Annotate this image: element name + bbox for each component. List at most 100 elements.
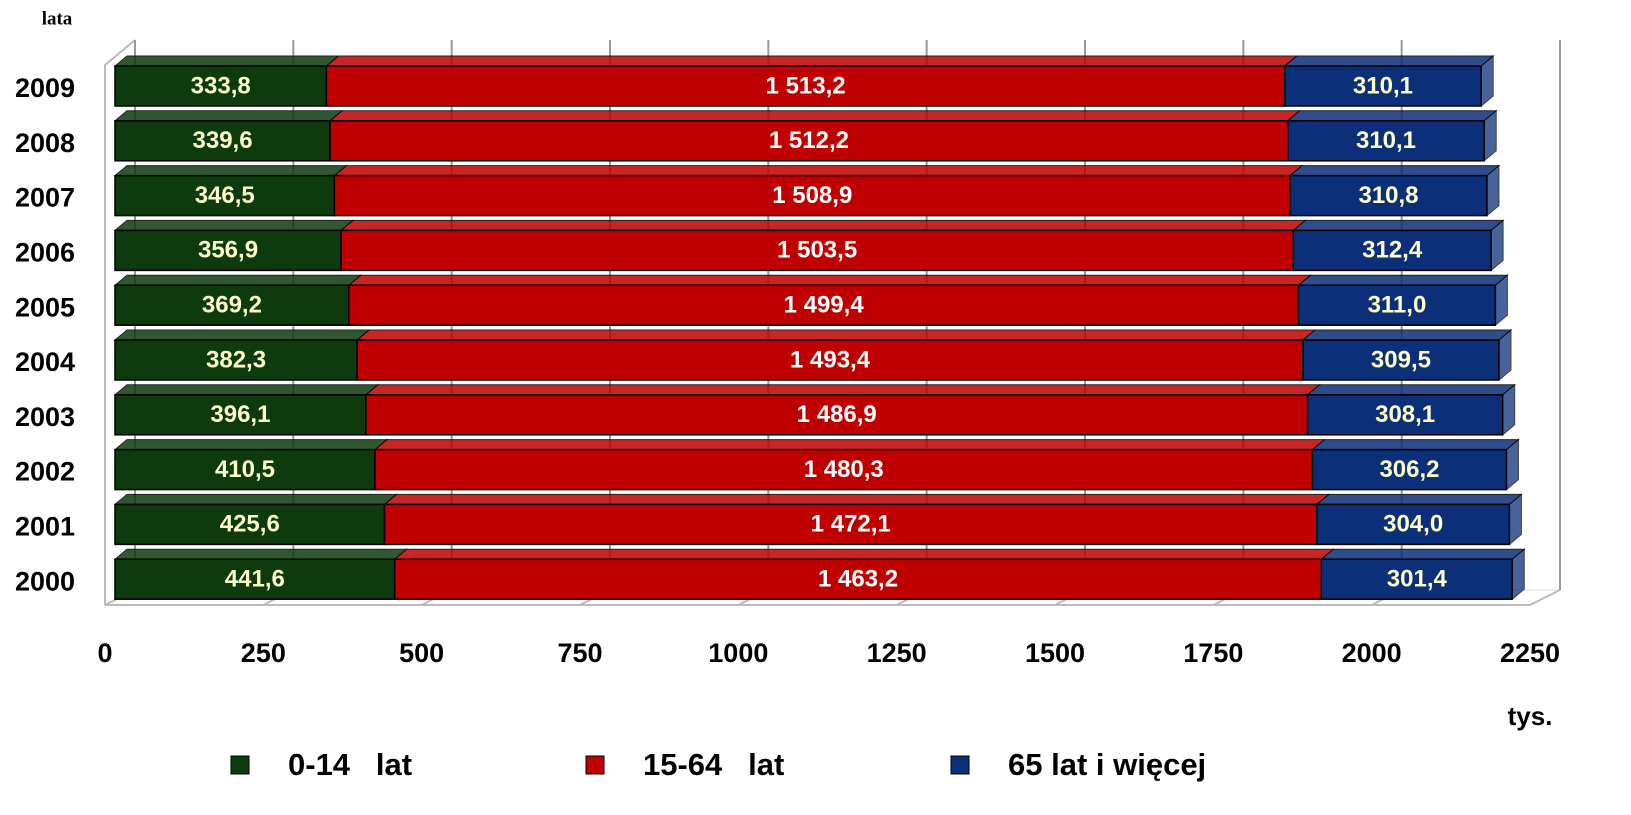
- bar-top: [325, 55, 1299, 67]
- bar: [114, 558, 396, 600]
- bar: [114, 339, 358, 381]
- x-tick-label: 1250: [867, 638, 927, 668]
- data-label: 309,5: [1371, 346, 1431, 373]
- bar-top: [339, 219, 1307, 231]
- y-axis-label: lata: [42, 8, 73, 29]
- bar-top: [1286, 110, 1498, 122]
- bar-top: [113, 439, 389, 451]
- y-tick-label: 2002: [15, 457, 75, 487]
- x-tick-label: 1750: [1183, 638, 1243, 668]
- bar: [1320, 558, 1514, 600]
- bar-top: [1297, 274, 1509, 286]
- bar: [329, 120, 1289, 162]
- bar-top: [373, 439, 1326, 451]
- bar-top: [328, 110, 1302, 122]
- bar-top: [1301, 329, 1513, 341]
- bar: [114, 174, 336, 217]
- bar: [114, 284, 350, 326]
- data-label: 1 493,4: [790, 346, 871, 373]
- data-label: 308,1: [1375, 401, 1435, 428]
- y-tick-label: 2005: [15, 292, 75, 322]
- bar-top: [355, 329, 1317, 341]
- legend-swatch: [230, 755, 250, 775]
- x-tick-label: 2000: [1342, 638, 1402, 668]
- bar-top: [333, 165, 1304, 177]
- data-label: 310,1: [1356, 127, 1416, 154]
- bar-top: [113, 110, 344, 122]
- bar-top: [383, 493, 1331, 505]
- bar: [374, 448, 1314, 491]
- data-label: 301,4: [1387, 566, 1448, 593]
- bar-top: [1291, 219, 1505, 231]
- bar-top: [347, 274, 1312, 286]
- bar: [1316, 503, 1511, 546]
- data-label: 396,1: [210, 401, 270, 428]
- bar: [1306, 394, 1504, 436]
- y-tick-label: 2001: [15, 512, 75, 542]
- data-label: 339,6: [193, 127, 253, 154]
- data-label: 369,2: [202, 292, 262, 319]
- bar: [325, 65, 1286, 107]
- data-label: 1 512,2: [769, 127, 849, 154]
- bar-top: [1306, 384, 1517, 396]
- bar: [383, 503, 1318, 546]
- bar: [1302, 339, 1500, 381]
- data-label: 310,8: [1358, 182, 1418, 209]
- data-label: 346,5: [195, 182, 255, 209]
- bar: [365, 394, 1309, 436]
- bar: [356, 339, 1304, 381]
- x-tick-label: 0: [97, 638, 112, 668]
- bar: [1297, 284, 1497, 326]
- legend-label: 0-14 lat: [288, 747, 412, 782]
- y-tick-label: 2000: [15, 566, 75, 596]
- legend-swatch: [585, 755, 605, 775]
- bar-top: [113, 493, 398, 505]
- legend-swatch: [950, 755, 970, 775]
- left-wall: [104, 39, 136, 605]
- bar-top: [113, 329, 371, 341]
- data-label: 1 463,2: [818, 566, 898, 593]
- bar: [114, 448, 376, 491]
- bar-top: [113, 55, 340, 67]
- data-label: 1 513,2: [766, 72, 846, 99]
- bar-top: [113, 548, 409, 560]
- data-label: 1 472,1: [811, 511, 891, 538]
- data-label: 312,4: [1362, 237, 1423, 264]
- x-tick-label: 250: [241, 638, 286, 668]
- bar-top: [1319, 548, 1526, 560]
- bar: [333, 174, 1291, 217]
- data-label: 1 486,9: [797, 401, 877, 428]
- bar: [348, 284, 1300, 326]
- y-tick-label: 2007: [15, 183, 75, 213]
- bar-top: [1311, 439, 1520, 451]
- x-tick-label: 500: [399, 638, 444, 668]
- bar: [1311, 448, 1508, 491]
- x-axis-label: tys.: [1508, 701, 1553, 731]
- data-label: 382,3: [206, 346, 266, 373]
- bar-top: [113, 165, 348, 177]
- data-label: 333,8: [191, 72, 251, 99]
- legend-label: 15-64 lat: [643, 747, 784, 782]
- y-tick-label: 2006: [15, 238, 75, 268]
- bar-top: [393, 548, 1335, 560]
- data-label: 310,1: [1353, 72, 1413, 99]
- bar: [114, 503, 386, 546]
- bar-top: [113, 219, 355, 231]
- data-label: 425,6: [220, 511, 280, 538]
- bar: [114, 65, 328, 107]
- bar: [1284, 65, 1482, 107]
- bar: [1292, 229, 1492, 272]
- floor-tick: [1529, 589, 1561, 606]
- bar-top: [1283, 55, 1495, 67]
- legend-label: 65 lat i więcej: [1008, 747, 1206, 782]
- data-label: 356,9: [198, 237, 258, 264]
- data-label: 306,2: [1379, 456, 1439, 483]
- y-tick-label: 2003: [15, 402, 75, 432]
- data-label: 441,6: [225, 566, 285, 593]
- y-tick-label: 2009: [15, 73, 75, 103]
- data-label: 410,5: [215, 456, 275, 483]
- data-label: 1 503,5: [777, 237, 857, 264]
- bar-top: [113, 384, 380, 396]
- x-tick-label: 750: [557, 638, 602, 668]
- x-tick-label: 2250: [1500, 638, 1560, 668]
